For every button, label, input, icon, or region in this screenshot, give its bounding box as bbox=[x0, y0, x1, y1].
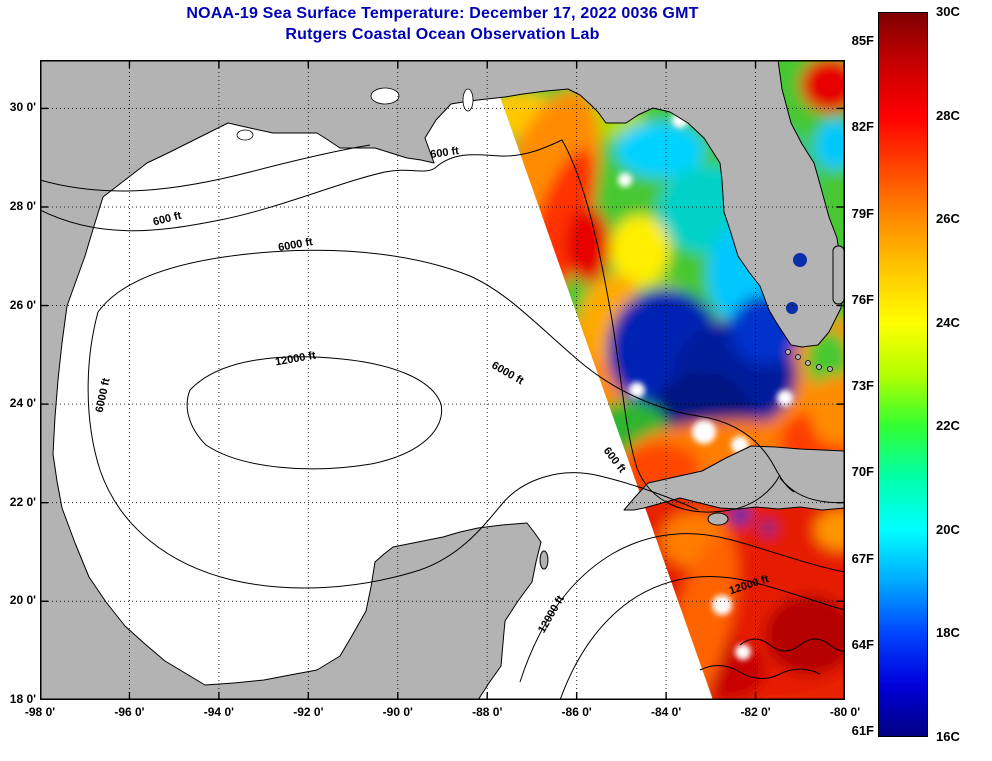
north-america-mexico-land bbox=[39, 59, 844, 701]
cozumel-island bbox=[539, 550, 549, 570]
x-tick-label: -98 0' bbox=[24, 705, 56, 719]
colorbar-c-label: 20C bbox=[936, 521, 960, 537]
inland-dark-patch bbox=[786, 302, 798, 314]
colorbar-f-label: 85F bbox=[851, 33, 874, 48]
colorbar-f-label: 61F bbox=[851, 723, 874, 739]
colorbar-f-label: 67F bbox=[851, 550, 874, 566]
y-tick-label: 24 0' bbox=[9, 396, 36, 411]
x-tick-label: -80 0' bbox=[829, 705, 861, 719]
plot-border bbox=[40, 60, 845, 700]
x-tick-label: -86 0' bbox=[561, 705, 592, 719]
y-tick-label: 22 0' bbox=[9, 494, 36, 509]
colorbar-f-label: 79F bbox=[851, 205, 874, 221]
x-tick-label: -90 0' bbox=[382, 705, 413, 719]
x-tick-label: -84 0' bbox=[650, 705, 682, 719]
page-title: NOAA-19 Sea Surface Temperature: Decembe… bbox=[186, 5, 699, 22]
colorbar-c-label: 22C bbox=[936, 418, 960, 434]
colorbar-f-label: 70F bbox=[851, 464, 874, 480]
colorbar-c-label: 18C bbox=[936, 625, 960, 641]
isle-of-youth bbox=[707, 512, 729, 526]
x-tick-label: -88 0' bbox=[472, 705, 503, 719]
bathymetry-contours bbox=[39, 139, 855, 701]
grid-layer bbox=[40, 60, 845, 700]
cuba-land bbox=[623, 445, 846, 511]
y-tick-label: 20 0' bbox=[9, 593, 36, 608]
colorbar bbox=[878, 12, 928, 737]
y-tick-label: 28 0' bbox=[9, 198, 36, 213]
x-tick-label: -96 0' bbox=[114, 705, 145, 719]
colorbar-f-label: 64F bbox=[851, 636, 874, 652]
y-tick-label: 26 0' bbox=[9, 297, 36, 312]
colorbar-c-label: 16C bbox=[936, 729, 960, 744]
x-tick-label: -82 0' bbox=[740, 705, 771, 719]
y-tick-label: 30 0' bbox=[9, 100, 36, 115]
florida-keys bbox=[785, 349, 833, 372]
coastal-bays bbox=[236, 87, 474, 141]
land-masses bbox=[39, 59, 846, 701]
colorbar-c-label: 30C bbox=[936, 4, 960, 19]
map-plot-area: 600 ft 600 ft 600 ft 6000 ft 6000 ft 6000 ft 1… bbox=[39, 59, 855, 701]
colorbar-c-label: 24C bbox=[936, 314, 960, 330]
lake-okeechobee bbox=[793, 253, 807, 267]
colorbar-c-label: 26C bbox=[936, 211, 960, 227]
colorbar-c-label: 28C bbox=[936, 107, 960, 123]
colorbar-f-label: 82F bbox=[851, 119, 874, 135]
x-tick-label: -94 0' bbox=[203, 705, 234, 719]
colorbar-f-label: 76F bbox=[851, 291, 874, 307]
colorbar-f-label: 73F bbox=[851, 378, 874, 394]
page-subtitle: Rutgers Coastal Ocean Observation Lab bbox=[285, 26, 600, 43]
contour-depth-label: 600 ft bbox=[430, 145, 460, 161]
y-tick-label: 18 0' bbox=[9, 691, 36, 706]
x-tick-label: -92 0' bbox=[293, 705, 324, 719]
